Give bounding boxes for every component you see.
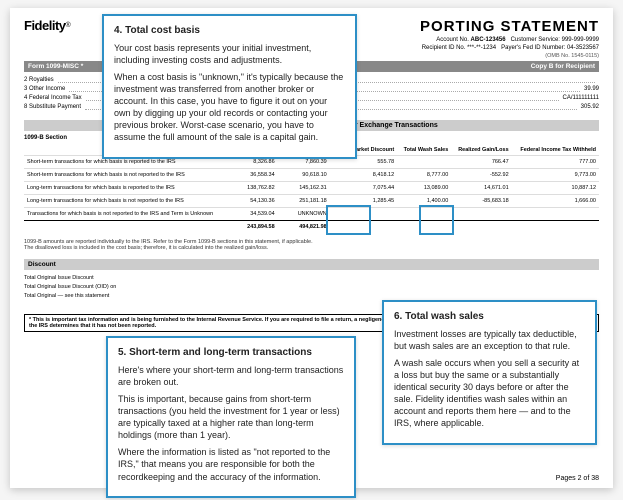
table-row: Long-term transactions for which basis i… bbox=[24, 182, 599, 195]
totals-row: 243,894.58494,821.98 bbox=[24, 221, 599, 234]
table-row: Short-term transactions for which basis … bbox=[24, 169, 599, 182]
callout-6-wash-sales: 6. Total wash sales Investment losses ar… bbox=[382, 300, 597, 445]
callout-4-cost-basis: 4. Total cost basis Your cost basis repr… bbox=[102, 14, 357, 159]
discount-bar: Discount bbox=[24, 259, 599, 270]
doc-title: PORTING STATEMENT bbox=[420, 18, 599, 35]
table-row: Transactions for which basis is not repo… bbox=[24, 208, 599, 221]
header-block: PORTING STATEMENT Account No. ABC-123456… bbox=[420, 18, 599, 59]
col-header: Realized Gain/Loss bbox=[451, 145, 511, 156]
callout-5-short-long-term: 5. Short-term and long-term transactions… bbox=[106, 336, 356, 498]
footnote: 1099-B amounts are reported individually… bbox=[24, 239, 599, 251]
discount-lines: Total Original Issue DiscountTotal Origi… bbox=[24, 274, 599, 300]
page-indicator: Pages 2 of 38 bbox=[556, 475, 599, 482]
col-header: Total Wash Sales bbox=[397, 145, 451, 156]
col-header: Federal Income Tax Withheld bbox=[512, 145, 599, 156]
table-row: Long-term transactions for which basis i… bbox=[24, 195, 599, 208]
